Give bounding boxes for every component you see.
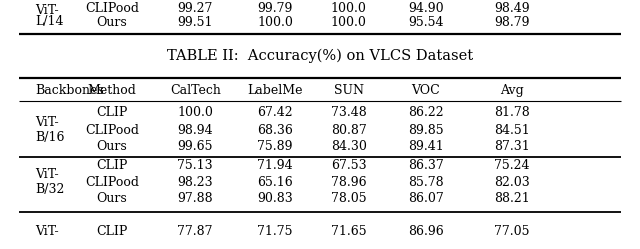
Text: Ours: Ours bbox=[97, 192, 127, 205]
Text: TABLE II:  Accuracy(%) on VLCS Dataset: TABLE II: Accuracy(%) on VLCS Dataset bbox=[167, 49, 473, 63]
Text: 85.78: 85.78 bbox=[408, 176, 444, 188]
Text: Avg: Avg bbox=[500, 83, 524, 97]
Text: 84.30: 84.30 bbox=[331, 140, 367, 153]
Text: ViT-: ViT- bbox=[35, 225, 59, 238]
Text: Backbones: Backbones bbox=[35, 83, 104, 97]
Text: 98.49: 98.49 bbox=[494, 1, 530, 14]
Text: 86.37: 86.37 bbox=[408, 159, 444, 172]
Text: 67.53: 67.53 bbox=[331, 159, 367, 172]
Text: CLIP: CLIP bbox=[96, 107, 128, 120]
Text: CLIP: CLIP bbox=[96, 225, 128, 238]
Text: 98.94: 98.94 bbox=[177, 124, 213, 136]
Text: CLIPood: CLIPood bbox=[85, 124, 139, 136]
Text: 71.65: 71.65 bbox=[331, 225, 367, 238]
Text: 95.54: 95.54 bbox=[408, 15, 444, 28]
Text: 90.83: 90.83 bbox=[257, 192, 293, 205]
Text: 100.0: 100.0 bbox=[331, 1, 367, 14]
Text: 100.0: 100.0 bbox=[177, 107, 213, 120]
Text: 82.03: 82.03 bbox=[494, 176, 530, 188]
Text: 84.51: 84.51 bbox=[494, 124, 530, 136]
Text: 71.75: 71.75 bbox=[257, 225, 293, 238]
Text: ViT-: ViT- bbox=[35, 169, 59, 182]
Text: L/14: L/14 bbox=[35, 15, 64, 28]
Text: Method: Method bbox=[88, 83, 136, 97]
Text: 94.90: 94.90 bbox=[408, 1, 444, 14]
Text: CLIPood: CLIPood bbox=[85, 1, 139, 14]
Text: Ours: Ours bbox=[97, 15, 127, 28]
Text: B/16: B/16 bbox=[35, 130, 65, 143]
Text: 86.07: 86.07 bbox=[408, 192, 444, 205]
Text: 99.51: 99.51 bbox=[177, 15, 213, 28]
Text: LabelMe: LabelMe bbox=[248, 83, 303, 97]
Text: 88.21: 88.21 bbox=[494, 192, 530, 205]
Text: 99.27: 99.27 bbox=[177, 1, 213, 14]
Text: ViT-: ViT- bbox=[35, 4, 59, 17]
Text: CLIPood: CLIPood bbox=[85, 176, 139, 188]
Text: 77.05: 77.05 bbox=[494, 225, 530, 238]
Text: B/32: B/32 bbox=[35, 183, 65, 195]
Text: 89.41: 89.41 bbox=[408, 140, 444, 153]
Text: 89.85: 89.85 bbox=[408, 124, 444, 136]
Text: 78.05: 78.05 bbox=[331, 192, 367, 205]
Text: 78.96: 78.96 bbox=[331, 176, 367, 188]
Text: 86.96: 86.96 bbox=[408, 225, 444, 238]
Text: 71.94: 71.94 bbox=[257, 159, 293, 172]
Text: 75.24: 75.24 bbox=[494, 159, 530, 172]
Text: 98.79: 98.79 bbox=[494, 15, 530, 28]
Text: ViT-: ViT- bbox=[35, 117, 59, 129]
Text: VOC: VOC bbox=[412, 83, 440, 97]
Text: 67.42: 67.42 bbox=[257, 107, 293, 120]
Text: 65.16: 65.16 bbox=[257, 176, 293, 188]
Text: 99.79: 99.79 bbox=[257, 1, 293, 14]
Text: 68.36: 68.36 bbox=[257, 124, 293, 136]
Text: CalTech: CalTech bbox=[170, 83, 221, 97]
Text: 100.0: 100.0 bbox=[331, 15, 367, 28]
Text: 73.48: 73.48 bbox=[331, 107, 367, 120]
Text: 77.87: 77.87 bbox=[177, 225, 213, 238]
Text: CLIP: CLIP bbox=[96, 159, 128, 172]
Text: Ours: Ours bbox=[97, 140, 127, 153]
Text: 87.31: 87.31 bbox=[494, 140, 530, 153]
Text: 97.88: 97.88 bbox=[177, 192, 213, 205]
Text: SUN: SUN bbox=[334, 83, 364, 97]
Text: 75.89: 75.89 bbox=[257, 140, 293, 153]
Text: 99.65: 99.65 bbox=[177, 140, 213, 153]
Text: 75.13: 75.13 bbox=[177, 159, 213, 172]
Text: 86.22: 86.22 bbox=[408, 107, 444, 120]
Text: 80.87: 80.87 bbox=[331, 124, 367, 136]
Text: 98.23: 98.23 bbox=[177, 176, 213, 188]
Text: 81.78: 81.78 bbox=[494, 107, 530, 120]
Text: 100.0: 100.0 bbox=[257, 15, 293, 28]
